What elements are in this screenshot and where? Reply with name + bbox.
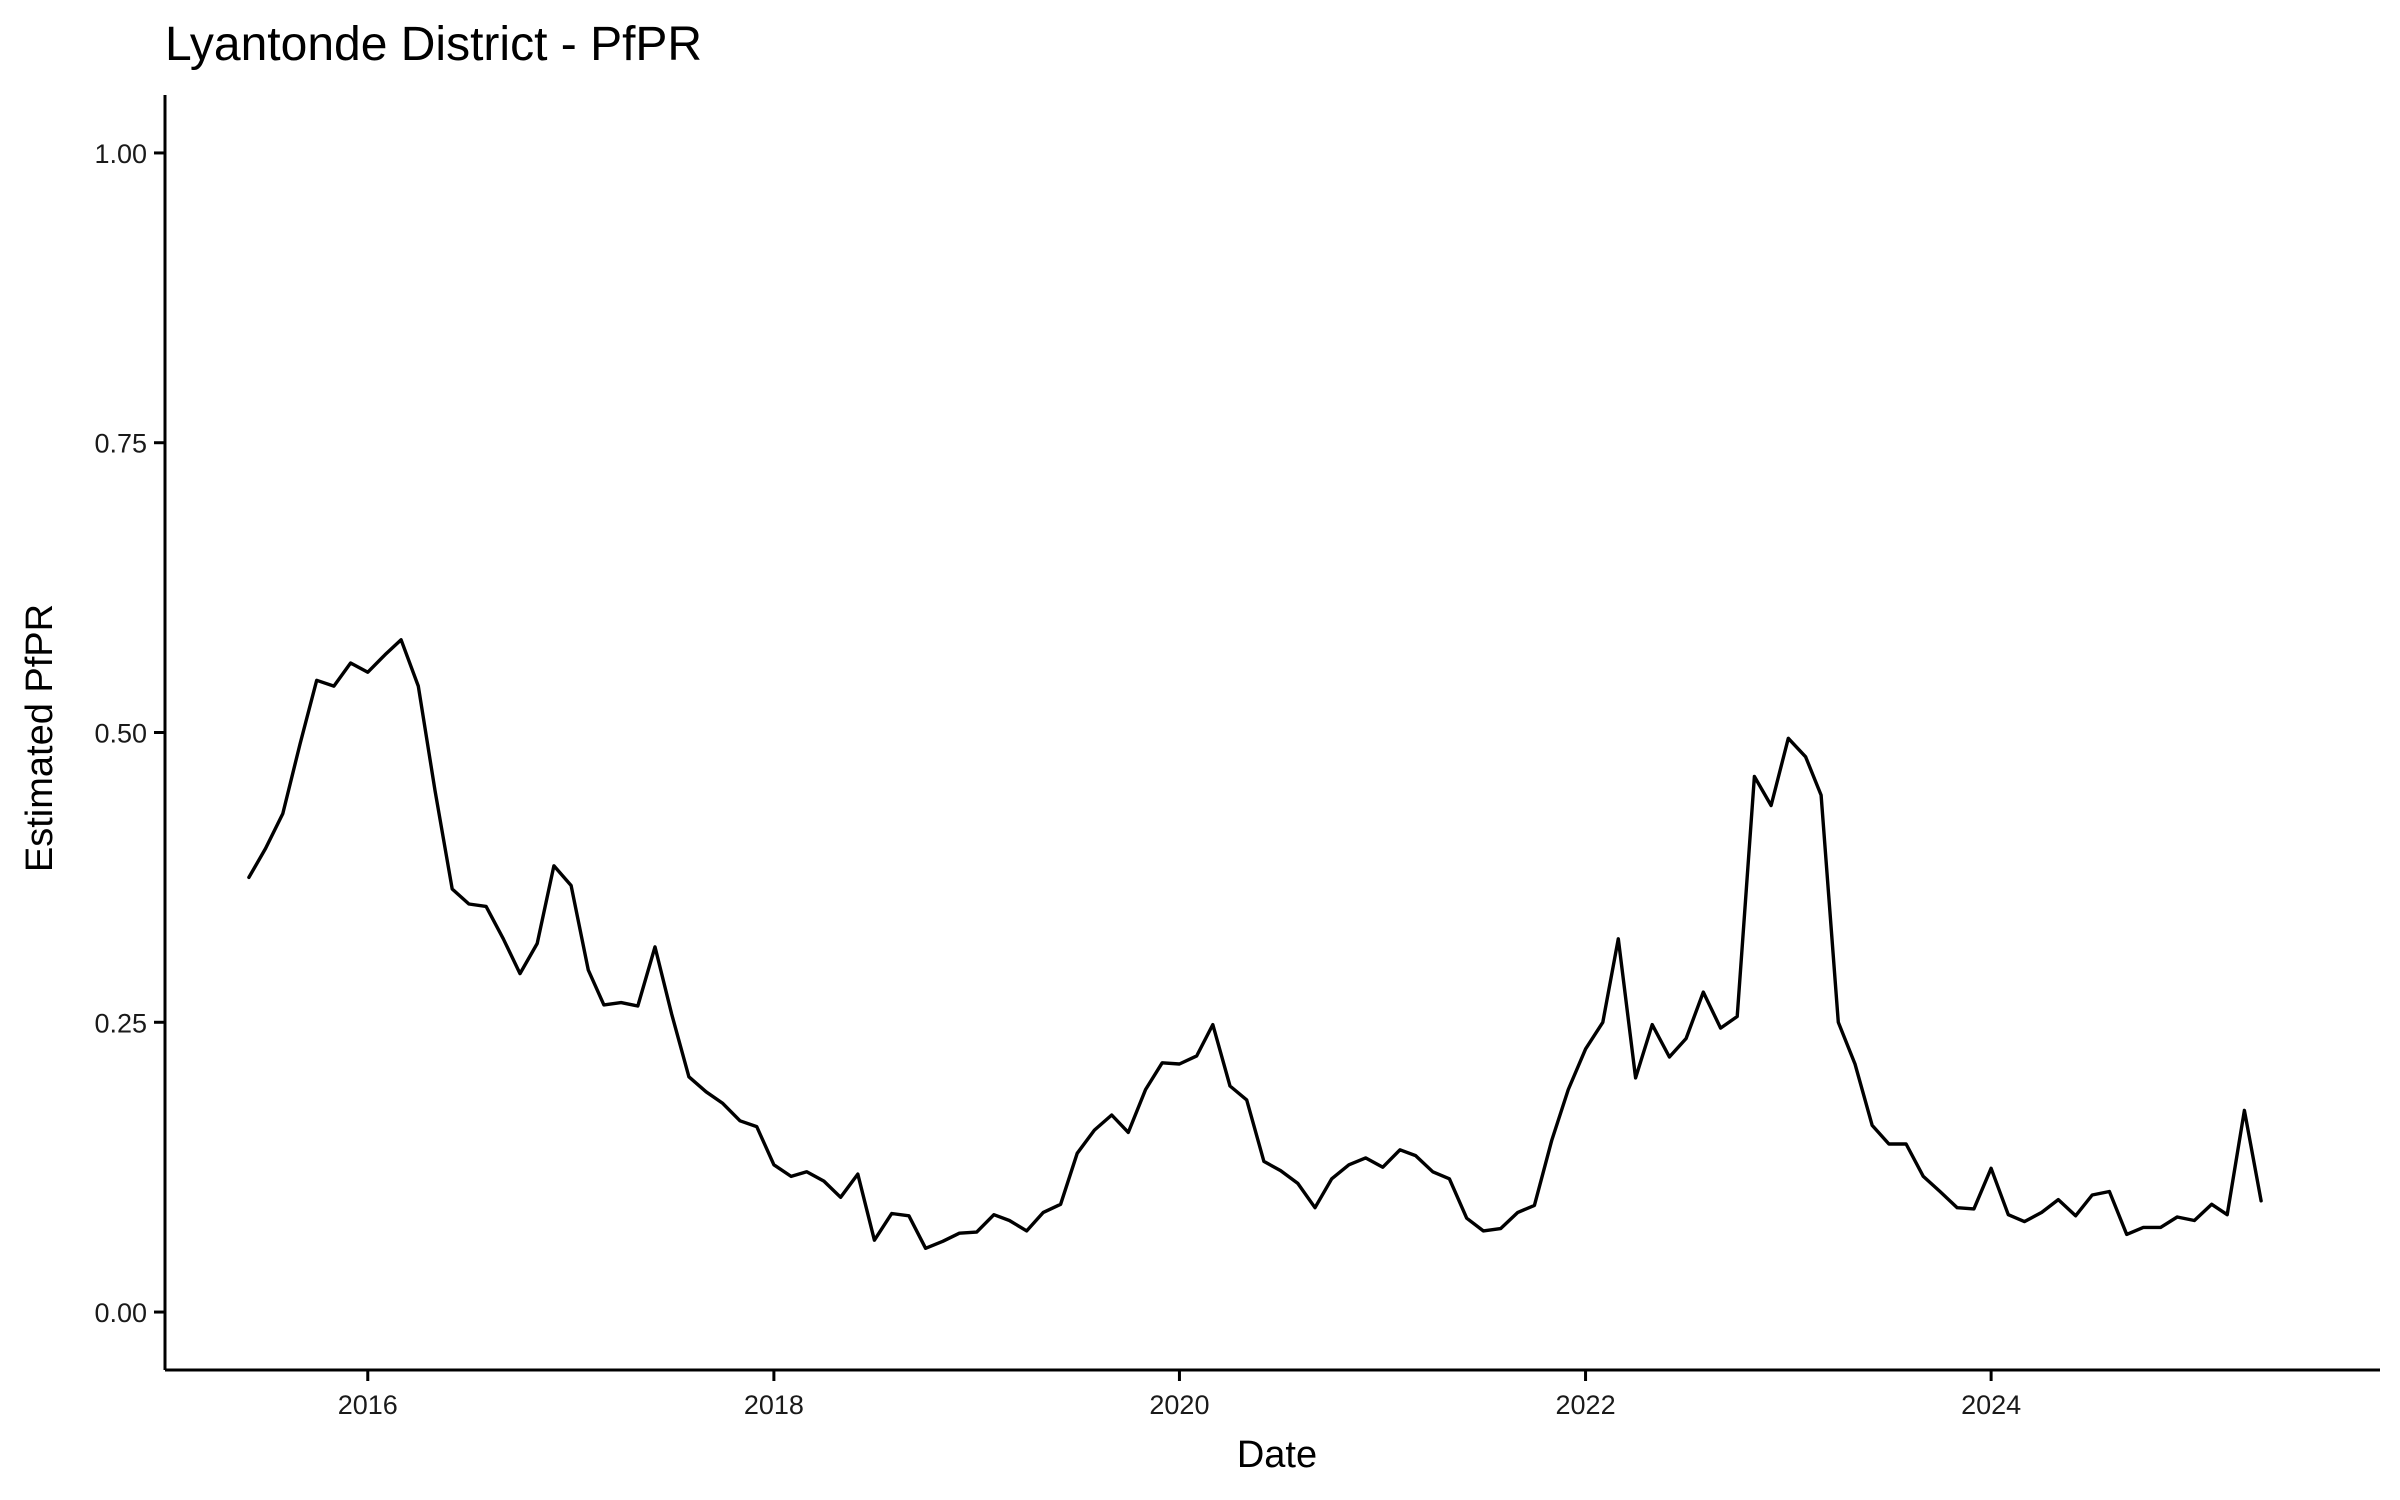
plot-area: 0.00 0.25 0.50 0.75 1.00 2016 2018 2020 2022 202…	[94, 95, 2380, 1420]
x-axis-ticks: 2016 2018 2020 2022 2024	[338, 1370, 2021, 1420]
x-axis-label: Date	[1237, 1434, 1317, 1476]
x-tick-label: 2020	[1149, 1390, 1209, 1420]
x-tick-label: 2022	[1556, 1390, 1616, 1420]
pfpr-series-line	[247, 638, 2263, 1250]
x-tick-label: 2018	[744, 1390, 804, 1420]
y-axis-label: Estimated PfPR	[19, 604, 61, 872]
y-tick-label: 0.25	[94, 1008, 147, 1038]
y-axis-ticks: 0.00 0.25 0.50 0.75 1.00	[94, 139, 165, 1328]
y-tick-label: 0.75	[94, 429, 147, 459]
x-tick-label: 2016	[338, 1390, 398, 1420]
y-tick-label: 0.50	[94, 719, 147, 749]
y-tick-label: 1.00	[94, 139, 147, 169]
chart-title: Lyantonde District - PfPR	[165, 18, 702, 71]
y-tick-label: 0.00	[94, 1298, 147, 1328]
x-tick-label: 2024	[1961, 1390, 2021, 1420]
